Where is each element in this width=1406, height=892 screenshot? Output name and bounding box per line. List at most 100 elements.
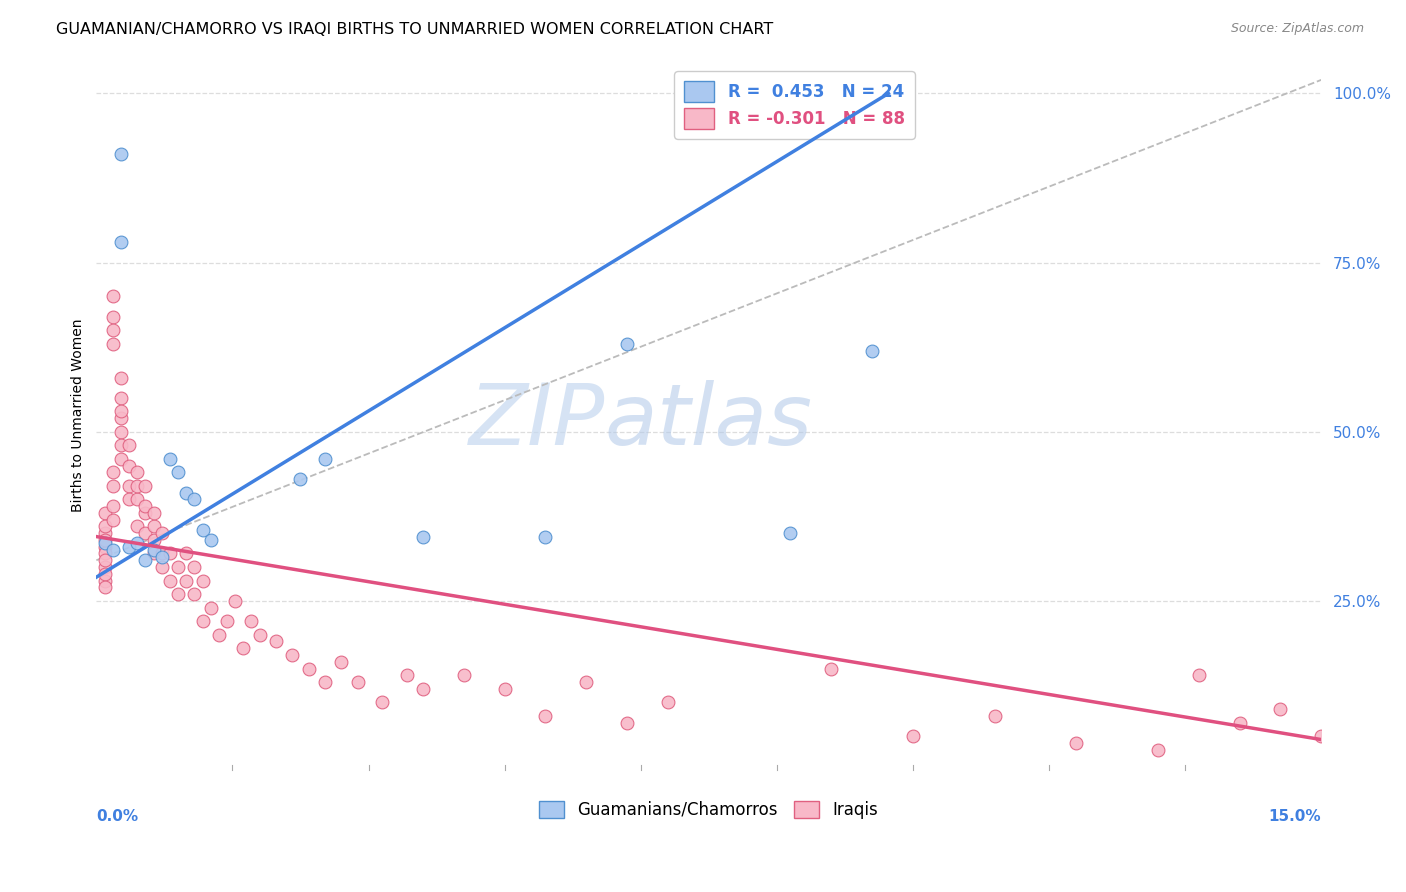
Point [330, 655, 353, 669]
Point [110, 425, 132, 439]
Point [142, 543, 165, 558]
Point [575, 675, 598, 690]
Point [314, 451, 336, 466]
Point [534, 530, 557, 544]
Point [150, 549, 173, 564]
Point [127, 479, 149, 493]
Text: atlas: atlas [605, 380, 813, 464]
Point [1351, 723, 1374, 737]
Point [412, 530, 434, 544]
Point [167, 560, 190, 574]
Text: Source: ZipAtlas.com: Source: ZipAtlas.com [1230, 22, 1364, 36]
Point [249, 628, 271, 642]
Point [93, 547, 115, 561]
Point [298, 661, 321, 675]
Point [159, 547, 181, 561]
Point [127, 536, 149, 550]
Point [657, 695, 679, 709]
Text: 15.0%: 15.0% [1268, 809, 1322, 824]
Point [371, 695, 394, 709]
Point [191, 614, 214, 628]
Point [1064, 736, 1087, 750]
Point [93, 526, 115, 541]
Point [134, 499, 156, 513]
Point [93, 580, 115, 594]
Point [93, 574, 115, 588]
Point [159, 451, 181, 466]
Point [142, 533, 165, 547]
Point [494, 681, 516, 696]
Point [314, 675, 336, 690]
Point [208, 628, 231, 642]
Point [1270, 702, 1292, 716]
Point [110, 370, 132, 384]
Y-axis label: Births to Unmarried Women: Births to Unmarried Women [72, 318, 86, 511]
Point [101, 543, 124, 558]
Point [174, 547, 197, 561]
Point [93, 540, 115, 554]
Point [232, 641, 254, 656]
Point [110, 438, 132, 452]
Point [101, 336, 124, 351]
Point [240, 614, 263, 628]
Point [191, 523, 214, 537]
Point [101, 499, 124, 513]
Point [150, 547, 173, 561]
Point [616, 715, 638, 730]
Point [200, 600, 222, 615]
Point [183, 492, 205, 507]
Point [110, 404, 132, 418]
Point [134, 479, 156, 493]
Point [1229, 715, 1251, 730]
Point [281, 648, 304, 662]
Point [110, 411, 132, 425]
Point [93, 560, 115, 574]
Point [110, 391, 132, 405]
Point [101, 479, 124, 493]
Point [174, 574, 197, 588]
Point [191, 574, 214, 588]
Point [93, 506, 115, 520]
Point [101, 513, 124, 527]
Point [93, 519, 115, 533]
Point [127, 465, 149, 479]
Point [150, 526, 173, 541]
Point [142, 519, 165, 533]
Point [1392, 709, 1406, 723]
Point [534, 709, 557, 723]
Point [200, 533, 222, 547]
Point [134, 526, 156, 541]
Point [142, 547, 165, 561]
Text: GUAMANIAN/CHAMORRO VS IRAQI BIRTHS TO UNMARRIED WOMEN CORRELATION CHART: GUAMANIAN/CHAMORRO VS IRAQI BIRTHS TO UN… [56, 22, 773, 37]
Point [167, 587, 190, 601]
Point [174, 485, 197, 500]
Point [93, 533, 115, 547]
Point [101, 323, 124, 337]
Point [901, 729, 924, 743]
Point [983, 709, 1005, 723]
Point [127, 492, 149, 507]
Point [110, 451, 132, 466]
Point [93, 566, 115, 581]
Point [101, 310, 124, 324]
Point [860, 343, 883, 358]
Point [127, 519, 149, 533]
Point [1310, 729, 1333, 743]
Point [118, 438, 141, 452]
Point [183, 587, 205, 601]
Point [142, 506, 165, 520]
Point [1147, 742, 1170, 756]
Point [159, 574, 181, 588]
Point [101, 465, 124, 479]
Point [346, 675, 368, 690]
Point [395, 668, 418, 682]
Point [779, 526, 801, 541]
Point [118, 540, 141, 554]
Text: ZIP: ZIP [468, 380, 605, 464]
Point [101, 289, 124, 303]
Point [1188, 668, 1211, 682]
Point [150, 560, 173, 574]
Point [118, 458, 141, 473]
Point [93, 553, 115, 567]
Point [134, 506, 156, 520]
